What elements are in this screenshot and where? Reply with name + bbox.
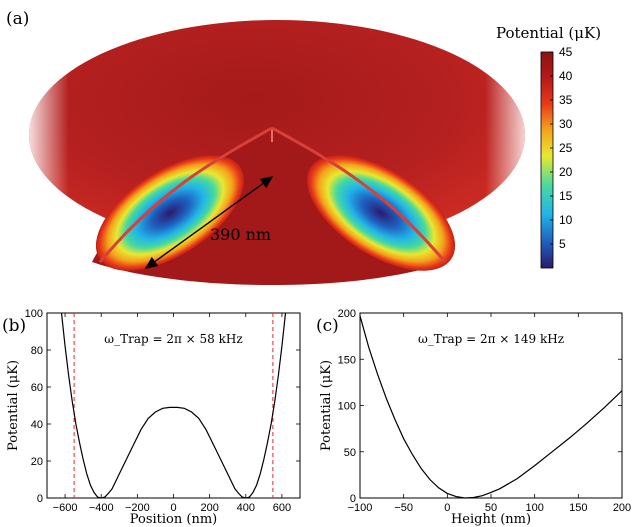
- y-tick-label: 150: [338, 354, 356, 366]
- colorbar-tick-label: 30: [559, 117, 573, 131]
- x-axis-label: Position (nm): [130, 512, 217, 527]
- colorbar-tick-label: 25: [559, 141, 573, 155]
- x-tick-label: 50: [485, 502, 497, 514]
- x-tick-label: 0: [444, 502, 450, 514]
- colorbar-tick-label: 5: [559, 237, 566, 251]
- series-line: [359, 315, 623, 499]
- colorbar-tick-label: 45: [559, 45, 573, 59]
- panel-c: (c) −100 −50 0 50 100 150 200 0 50 100 150 200 Heigh…: [316, 308, 631, 527]
- x-tick-label: −50: [394, 502, 413, 514]
- y-tick-label: 200: [338, 308, 356, 320]
- scale-arrow: [144, 176, 274, 269]
- x-tick-label: 100: [525, 502, 543, 514]
- x-tick-label: 200: [200, 502, 218, 514]
- colorbar-tick-label: 10: [559, 213, 573, 227]
- x-tick-label: −100: [348, 502, 373, 514]
- y-tick-label: 0: [37, 493, 43, 505]
- colorbar-tick-label: 40: [559, 69, 573, 83]
- series-line: [60, 312, 287, 499]
- panel-c-label: (c): [316, 316, 339, 336]
- y-tick-label: 100: [338, 401, 356, 413]
- colorbar: Potential (μK) 45 40 35 30 25 20 15 10 5: [496, 24, 601, 269]
- colorbar-title: Potential (μK): [496, 24, 601, 42]
- y-axis-label: Potential (μK): [319, 360, 334, 451]
- panel-a: (a) 390 nm Potential (μK) 45 40: [6, 9, 601, 285]
- scale-label: 390 nm: [210, 225, 271, 244]
- x-tick-label: 0: [170, 502, 176, 514]
- x-tick-label: −400: [89, 502, 114, 514]
- potential-surface-3d: [29, 20, 525, 285]
- y-tick-label: 60: [31, 382, 43, 394]
- y-tick-label: 50: [344, 447, 356, 459]
- x-tick-label: 200: [613, 502, 631, 514]
- trap-frequency-annotation: ω_Trap = 2π × 149 kHz: [418, 332, 564, 346]
- colorbar-tick-label: 15: [559, 189, 573, 203]
- x-tick-label: 150: [569, 502, 587, 514]
- y-axis-label: Potential (μK): [6, 360, 21, 451]
- y-tick-label: 80: [31, 345, 43, 357]
- y-tick-label: 40: [31, 419, 43, 431]
- x-axis-label: Height (nm): [451, 512, 531, 527]
- x-tick-label: −600: [53, 502, 78, 514]
- colorbar-gradient: [540, 51, 554, 269]
- trap-frequency-annotation: ω_Trap = 2π × 58 kHz: [104, 332, 242, 346]
- panel-a-label: (a): [6, 9, 29, 29]
- y-tick-label: 20: [31, 456, 43, 468]
- y-tick-label: 100: [25, 308, 43, 320]
- colorbar-tick-label: 35: [559, 93, 573, 107]
- panel-b: (b) −600 −400 −200 0 200 400 600 0 20 40 60 80 100 Po…: [2, 308, 301, 527]
- x-tick-label: 400: [237, 502, 255, 514]
- x-tick-label: 600: [273, 502, 291, 514]
- colorbar-tick-label: 20: [559, 165, 573, 179]
- panel-b-label: (b): [2, 316, 26, 336]
- y-tick-label: 0: [350, 493, 356, 505]
- x-tick-label: −200: [125, 502, 150, 514]
